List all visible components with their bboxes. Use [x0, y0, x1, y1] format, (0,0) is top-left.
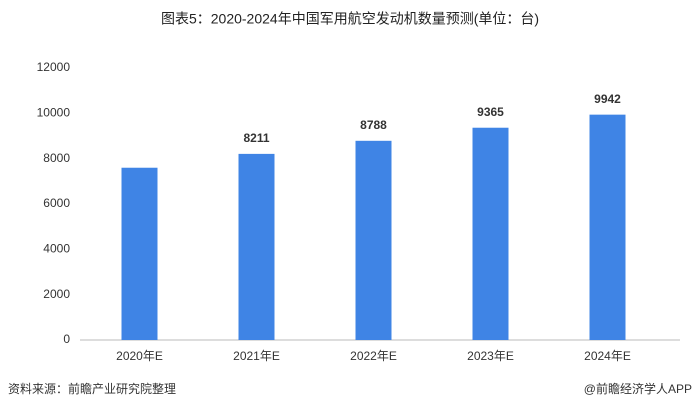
credit: @前瞻经济学人APP: [584, 381, 692, 396]
y-tick-label: 8000: [43, 151, 70, 165]
x-tick-label: 2020年E: [116, 349, 163, 363]
x-tick-label: 2021年E: [233, 349, 280, 363]
x-tick-label: 2024年E: [584, 349, 631, 363]
bar: [589, 114, 626, 340]
value-label: 8788: [360, 118, 387, 132]
value-label: 9942: [594, 92, 621, 106]
y-tick-label: 6000: [43, 196, 70, 210]
source: 资料来源：前瞻产业研究院整理: [8, 381, 176, 396]
x-tick-label: 2022年E: [350, 349, 397, 363]
bar: [472, 127, 509, 340]
value-label: 9365: [477, 105, 504, 119]
y-tick-label: 0: [63, 332, 70, 346]
y-tick-label: 12000: [37, 60, 71, 74]
bar: [121, 167, 158, 340]
y-tick-label: 4000: [43, 242, 70, 256]
bar: [355, 140, 392, 340]
y-tick-label: 10000: [37, 106, 71, 120]
chart-title: 图表5：2020-2024年中国军用航空发动机数量预测(单位：台): [161, 11, 539, 27]
x-tick-label: 2023年E: [467, 349, 514, 363]
y-tick-label: 2000: [43, 287, 70, 301]
value-label: 8211: [243, 131, 269, 145]
bar: [238, 153, 275, 340]
